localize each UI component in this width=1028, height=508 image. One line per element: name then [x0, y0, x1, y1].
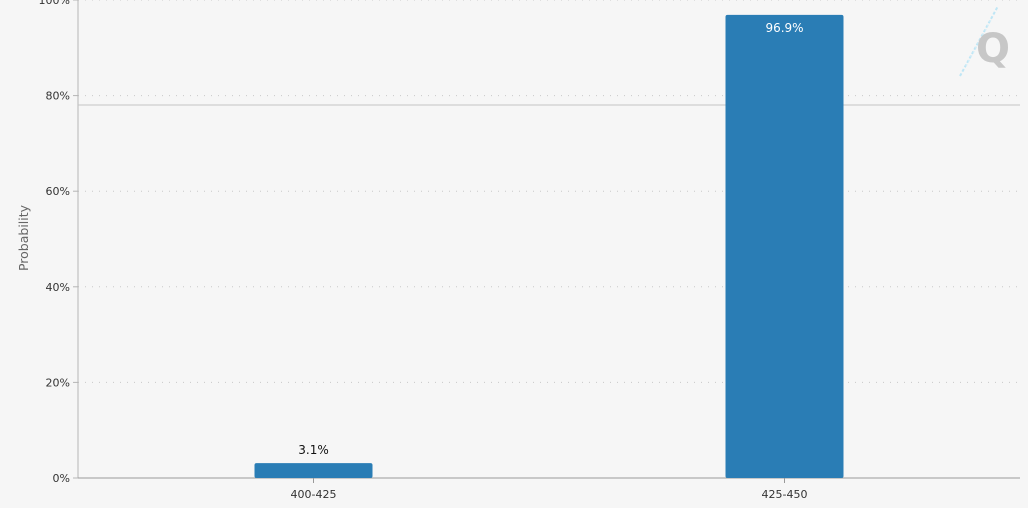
logo-q-icon: Q — [976, 26, 1010, 72]
logo-stripe — [959, 5, 999, 77]
bar — [254, 463, 373, 478]
watermark-logo: Q — [959, 5, 1010, 77]
y-axis-title: Probability — [16, 204, 31, 271]
x-axis: 400-425 425-450 — [78, 477, 1020, 501]
data-label: 3.1% — [298, 443, 329, 457]
y-tick-label: 40% — [46, 281, 70, 294]
data-label: 96.9% — [765, 21, 803, 35]
y-tick-label: 60% — [46, 185, 70, 198]
y-tick-label: 0% — [53, 472, 70, 485]
data-labels: 3.1% 96.9% — [298, 21, 803, 457]
bars — [254, 14, 844, 479]
y-tick-label: 80% — [46, 90, 70, 103]
x-tick-label: 400-425 — [291, 488, 337, 501]
gridlines — [78, 0, 1020, 383]
y-tick-label: 20% — [46, 376, 70, 389]
bar — [725, 14, 844, 479]
logo-stripe — [965, 17, 993, 67]
x-tick-label: 425-450 — [762, 488, 808, 501]
y-tick-label: 100% — [39, 0, 70, 7]
y-axis: 0% 20% 40% 60% 80% 100% — [39, 0, 79, 485]
